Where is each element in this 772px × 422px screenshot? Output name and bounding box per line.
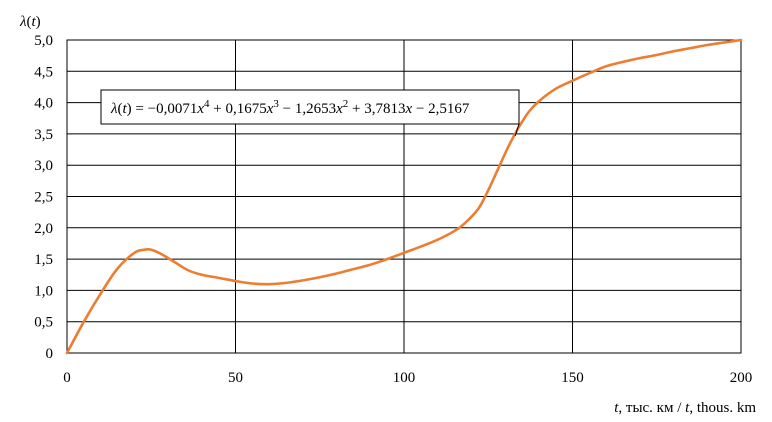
y-tick-label: 2,0 — [34, 221, 53, 237]
x-tick-labels: 0 50 100 150 200 — [63, 370, 752, 386]
y-tick-label: 1,0 — [34, 283, 53, 299]
y-tick-labels: 0 0,5 1,0 1,5 2,0 2,5 3,0 3,5 4,0 4,5 5,0 — [34, 33, 53, 362]
x-tick-label: 200 — [730, 370, 753, 386]
x-tick-label: 50 — [228, 370, 243, 386]
y-tick-label: 3,0 — [34, 158, 53, 174]
y-tick-label: 4,0 — [34, 96, 53, 112]
plot-frame — [66, 39, 742, 354]
y-tick-label: 1,5 — [34, 252, 53, 268]
y-tick-label: 0,5 — [34, 315, 53, 331]
lambda-series-line — [65, 38, 743, 355]
y-tick-label: 4,5 — [34, 64, 53, 80]
y-tick-label: 3,5 — [34, 127, 53, 143]
y-tick-label: 0 — [46, 346, 54, 362]
y-tick-label: 5,0 — [34, 33, 53, 49]
y-tick-label: 2,5 — [34, 190, 53, 206]
y-axis-title: λ(t) — [19, 14, 41, 30]
grid-lines — [66, 39, 742, 354]
trendline-equation: λ(t) = −0,0071x4 + 0,1675x3 − 1,2653x2 +… — [110, 98, 470, 117]
x-axis-title: t, тыс. км / t, thous. km — [614, 400, 756, 416]
equation-callout-line — [514, 123, 520, 137]
x-tick-label: 0 — [63, 370, 71, 386]
x-tick-label: 150 — [561, 370, 584, 386]
equation-callout-box — [100, 89, 520, 125]
x-tick-label: 100 — [393, 370, 416, 386]
